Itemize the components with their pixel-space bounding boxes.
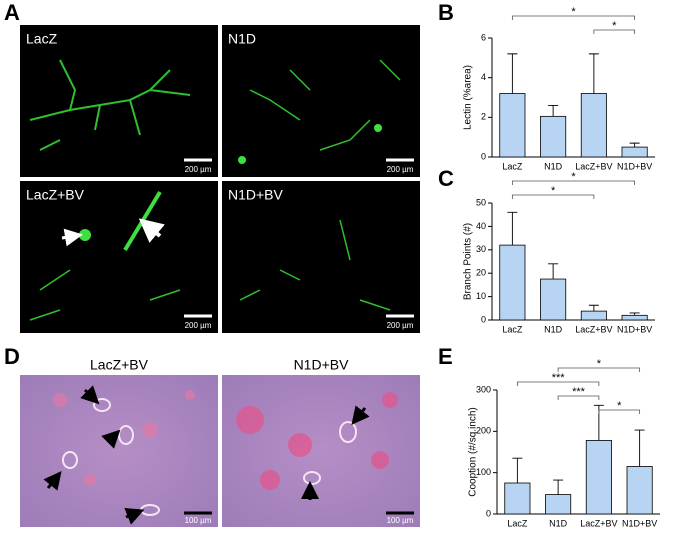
significance-label: * (617, 400, 622, 412)
bar (499, 244, 526, 321)
bar (580, 93, 607, 158)
y-tick-label: 0 (481, 151, 486, 161)
significance-bracket (557, 395, 600, 400)
scale-bar-label: 200 µm (185, 321, 212, 330)
error-bar (588, 53, 599, 94)
significance-bracket (511, 180, 636, 185)
micrograph: LacZ 200 µm (20, 25, 218, 177)
y-tick-label: 0 (486, 508, 491, 518)
panel-letter: A (4, 0, 20, 25)
bar (580, 310, 607, 321)
x-tick-label: N1D+BV (617, 161, 652, 171)
significance-label: * (597, 358, 602, 370)
error-bar (507, 211, 518, 246)
micrograph-label: N1D+BV (228, 187, 284, 203)
significance-bracket (516, 381, 600, 386)
micrograph-label: LacZ (26, 31, 58, 47)
y-tick-label: 0 (481, 314, 486, 324)
significance-label: *** (572, 386, 586, 398)
x-tick-label: LacZ (502, 161, 523, 171)
x-tick-label: N1D (544, 161, 563, 171)
y-axis-label: Cooption (#/sq.inch) (468, 407, 479, 497)
significance-bracket (598, 409, 641, 414)
bar (545, 494, 572, 515)
significance-bracket (511, 15, 636, 20)
bar (540, 278, 567, 321)
error-bar (588, 304, 599, 312)
x-tick-label: LacZ (502, 324, 523, 334)
x-tick-label: N1D+BV (617, 324, 652, 334)
significance-bracket (593, 29, 636, 34)
bar (621, 146, 648, 158)
scale-bar-label: 200 µm (185, 165, 212, 174)
bar (626, 466, 653, 515)
significance-label: * (551, 185, 556, 197)
y-tick-label: 50 (476, 197, 486, 207)
error-bar (629, 312, 640, 316)
significance-bracket (511, 194, 595, 199)
bar (499, 93, 526, 158)
y-tick-label: 200 (476, 426, 491, 436)
bar (540, 115, 567, 158)
x-tick-label: N1D+BV (622, 518, 657, 528)
scale-bar-label: 100 µm (185, 516, 212, 525)
panel-letter: B (438, 0, 454, 25)
micrograph: N1D+BV 200 µm (222, 181, 420, 333)
y-tick-label: 10 (476, 291, 486, 301)
y-tick-label: 4 (481, 72, 486, 82)
panel-letter: C (438, 166, 454, 191)
error-bar (634, 429, 645, 467)
error-bar (548, 263, 559, 280)
significance-label: * (612, 20, 617, 32)
y-tick-label: 20 (476, 268, 486, 278)
scale-bar-label: 200 µm (387, 321, 414, 330)
micrograph-label: N1D (228, 31, 256, 47)
x-tick-label: LacZ+BV (575, 324, 612, 334)
histology-label: LacZ+BV (90, 357, 149, 373)
error-bar (629, 142, 640, 148)
significance-label: * (571, 171, 576, 183)
error-bar (548, 104, 559, 117)
histology-label: N1D+BV (294, 357, 350, 373)
histology-image: 100 µm (222, 375, 420, 527)
y-tick-label: 6 (481, 32, 486, 42)
error-bar (553, 479, 564, 495)
bar (621, 314, 648, 321)
y-tick-label: 40 (476, 221, 486, 231)
significance-bracket (557, 367, 641, 372)
y-axis-label: Branch Points (#) (463, 223, 474, 300)
histology-image: 100 µm (20, 375, 218, 527)
y-tick-label: 30 (476, 244, 486, 254)
y-tick-label: 300 (476, 384, 491, 394)
error-bar (512, 457, 523, 483)
x-tick-label: LacZ (507, 518, 528, 528)
x-tick-label: LacZ+BV (580, 518, 617, 528)
y-axis-label: Lectin (%area) (463, 65, 474, 130)
x-tick-label: LacZ+BV (575, 161, 612, 171)
bar (585, 440, 612, 515)
scale-bar-label: 200 µm (387, 165, 414, 174)
panel-letter: E (438, 344, 453, 369)
y-tick-label: 100 (476, 467, 491, 477)
error-bar (507, 53, 518, 94)
micrograph: N1D 200 µm (222, 25, 420, 177)
panel-letter: D (4, 344, 20, 369)
x-tick-label: N1D (549, 518, 568, 528)
scale-bar-label: 100 µm (387, 516, 414, 525)
bar (504, 482, 531, 515)
significance-label: * (571, 6, 576, 18)
micrograph-label: LacZ+BV (26, 187, 85, 203)
x-tick-label: N1D (544, 324, 563, 334)
micrograph: LacZ+BV 200 µm (20, 181, 218, 333)
y-tick-label: 2 (481, 112, 486, 122)
significance-label: *** (552, 372, 566, 384)
